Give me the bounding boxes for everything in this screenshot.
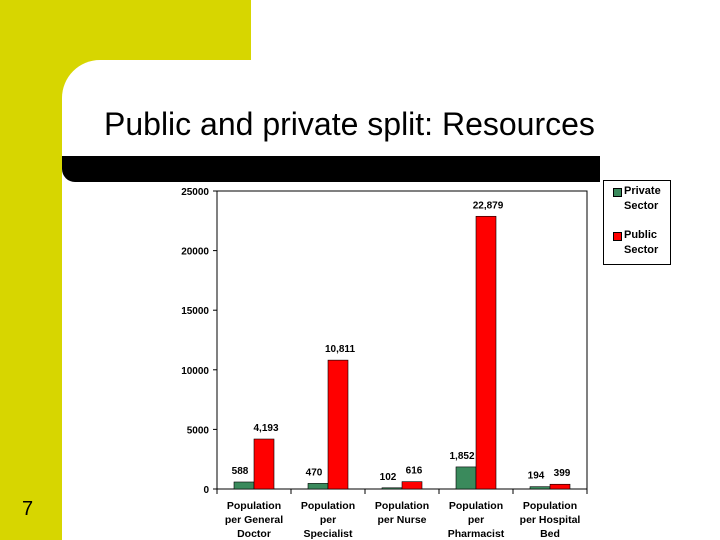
category-label: Pharmacist <box>448 528 505 540</box>
bar-public <box>549 483 571 490</box>
data-label-private: 194 <box>528 471 545 482</box>
chart-bars <box>233 215 571 490</box>
bar-private <box>233 481 255 490</box>
legend-label-public-line2: Sector <box>624 244 659 256</box>
data-label-public: 22,879 <box>473 200 504 211</box>
category-label: Population <box>227 500 281 512</box>
category-label: per <box>320 514 336 526</box>
bar-public <box>401 481 423 490</box>
legend-swatch-private <box>613 188 622 197</box>
category-label: Specialist <box>303 528 353 540</box>
y-tick-label: 5000 <box>187 425 210 436</box>
category-label: Population <box>301 500 355 512</box>
data-label-public: 4,193 <box>253 423 278 434</box>
category-label: Population <box>449 500 503 512</box>
bar-private <box>381 487 403 490</box>
y-tick-label: 15000 <box>181 306 209 317</box>
category-label: Population <box>375 500 429 512</box>
data-label-public: 399 <box>554 468 571 479</box>
title-underline-bar <box>62 156 600 182</box>
y-tick-label: 20000 <box>181 247 209 258</box>
y-tick-label: 25000 <box>181 187 209 198</box>
category-label: per Hospital <box>520 514 581 526</box>
legend-label-public-line1: Public <box>624 229 658 241</box>
bar-private <box>455 466 477 490</box>
y-tick-label: 0 <box>203 485 209 496</box>
bar-public <box>327 359 349 490</box>
bar-private <box>529 486 551 490</box>
data-label-private: 470 <box>306 467 323 478</box>
data-label-public: 616 <box>406 466 423 477</box>
chart-legend: Private Sector Public Sector <box>603 180 671 265</box>
bar-public <box>475 215 497 490</box>
legend-swatch-public <box>613 232 622 241</box>
data-label-public: 10,811 <box>325 344 355 355</box>
category-label: Bed <box>540 528 560 540</box>
data-label-private: 102 <box>380 472 397 483</box>
bar-private <box>307 483 329 490</box>
slide-number: 7 <box>22 498 34 520</box>
legend-label-private-line2: Sector <box>624 200 659 212</box>
legend-label-private-line1: Private <box>624 185 661 197</box>
category-label: per General <box>225 514 283 526</box>
bar-public <box>253 438 275 490</box>
category-label: per Nurse <box>377 514 426 526</box>
category-label: Doctor <box>237 528 271 540</box>
y-tick-label: 10000 <box>181 366 209 377</box>
chart-labels: 0 5000 10000 15000 20000 25000 588 4,193 Populat… <box>181 187 580 540</box>
slide-title: Public and private split: Resources <box>104 106 595 142</box>
slide-panel <box>62 60 720 540</box>
data-label-private: 588 <box>232 466 249 477</box>
category-label: per <box>468 514 484 526</box>
data-label-private: 1,852 <box>449 451 474 462</box>
category-label: Population <box>523 500 577 512</box>
